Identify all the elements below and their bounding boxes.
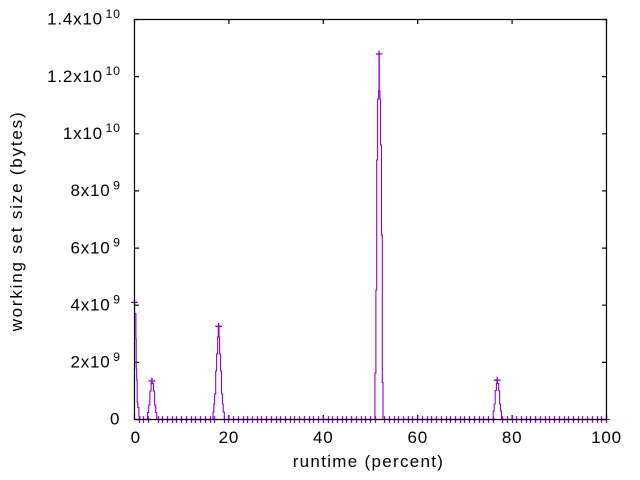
svg-text:20: 20 (219, 428, 240, 447)
svg-text:80: 80 (502, 428, 523, 447)
svg-text:working set size (bytes): working set size (bytes) (7, 111, 26, 333)
svg-text:100: 100 (591, 428, 622, 447)
svg-text:60: 60 (407, 428, 428, 447)
svg-text:40: 40 (313, 428, 334, 447)
svg-text:0: 0 (131, 428, 141, 447)
svg-text:0: 0 (110, 410, 120, 429)
svg-text:runtime (percent): runtime (percent) (293, 452, 445, 471)
